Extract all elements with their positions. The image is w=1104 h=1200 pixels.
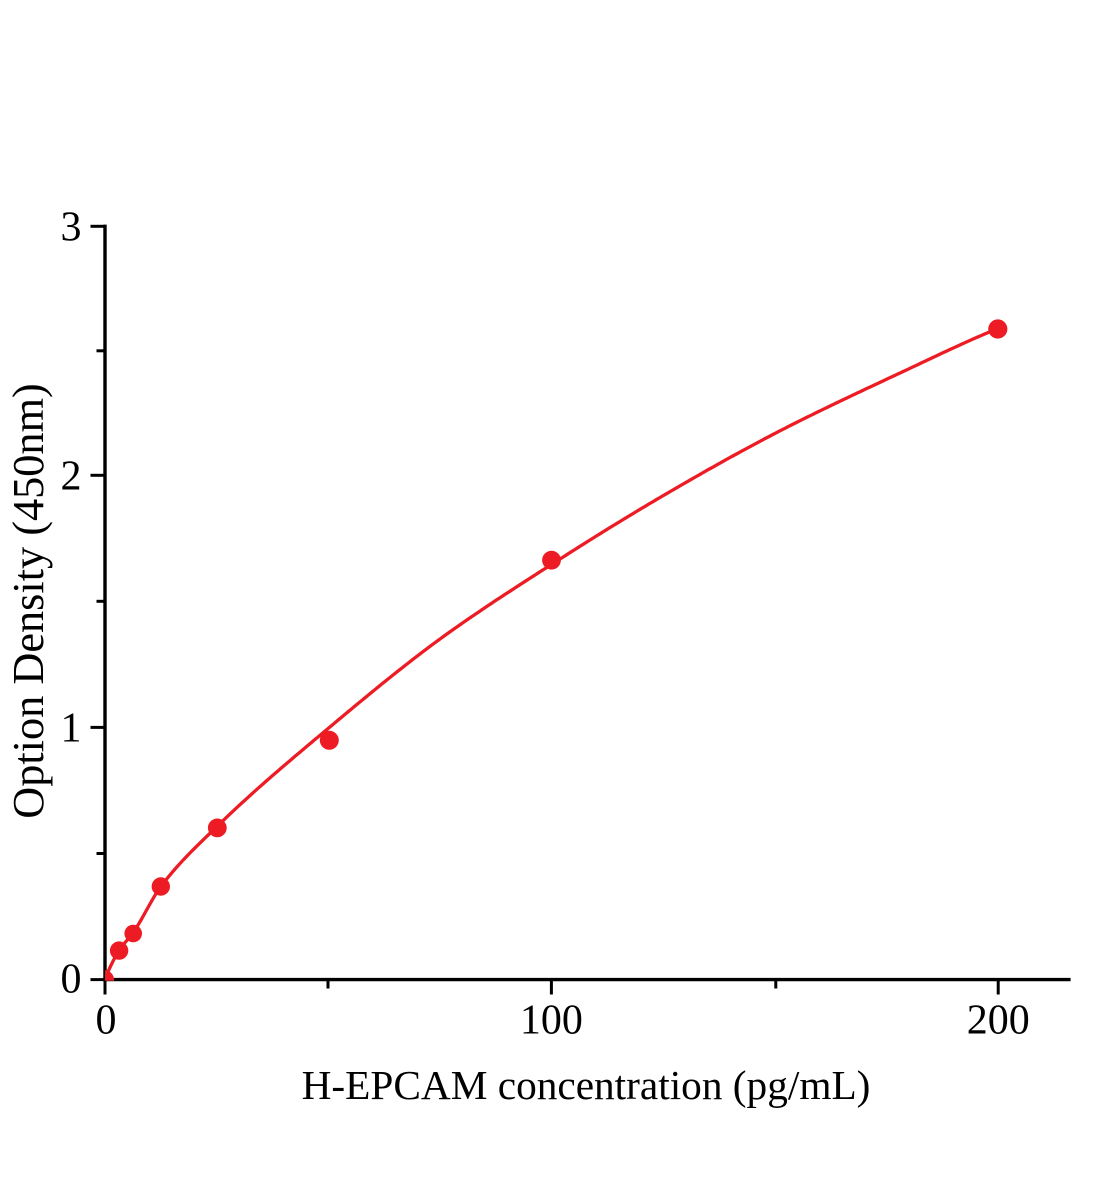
svg-text:0: 0 — [61, 957, 82, 1003]
svg-text:200: 200 — [967, 998, 1030, 1044]
svg-text:3: 3 — [61, 204, 82, 250]
svg-text:2: 2 — [61, 453, 82, 499]
svg-text:0: 0 — [96, 998, 117, 1044]
svg-text:100: 100 — [520, 998, 583, 1044]
svg-text:1: 1 — [61, 705, 82, 751]
svg-text:H-EPCAM concentration (pg/mL): H-EPCAM concentration (pg/mL) — [302, 1062, 871, 1109]
svg-text:Option Density (450nm): Option Density (450nm) — [4, 383, 53, 819]
